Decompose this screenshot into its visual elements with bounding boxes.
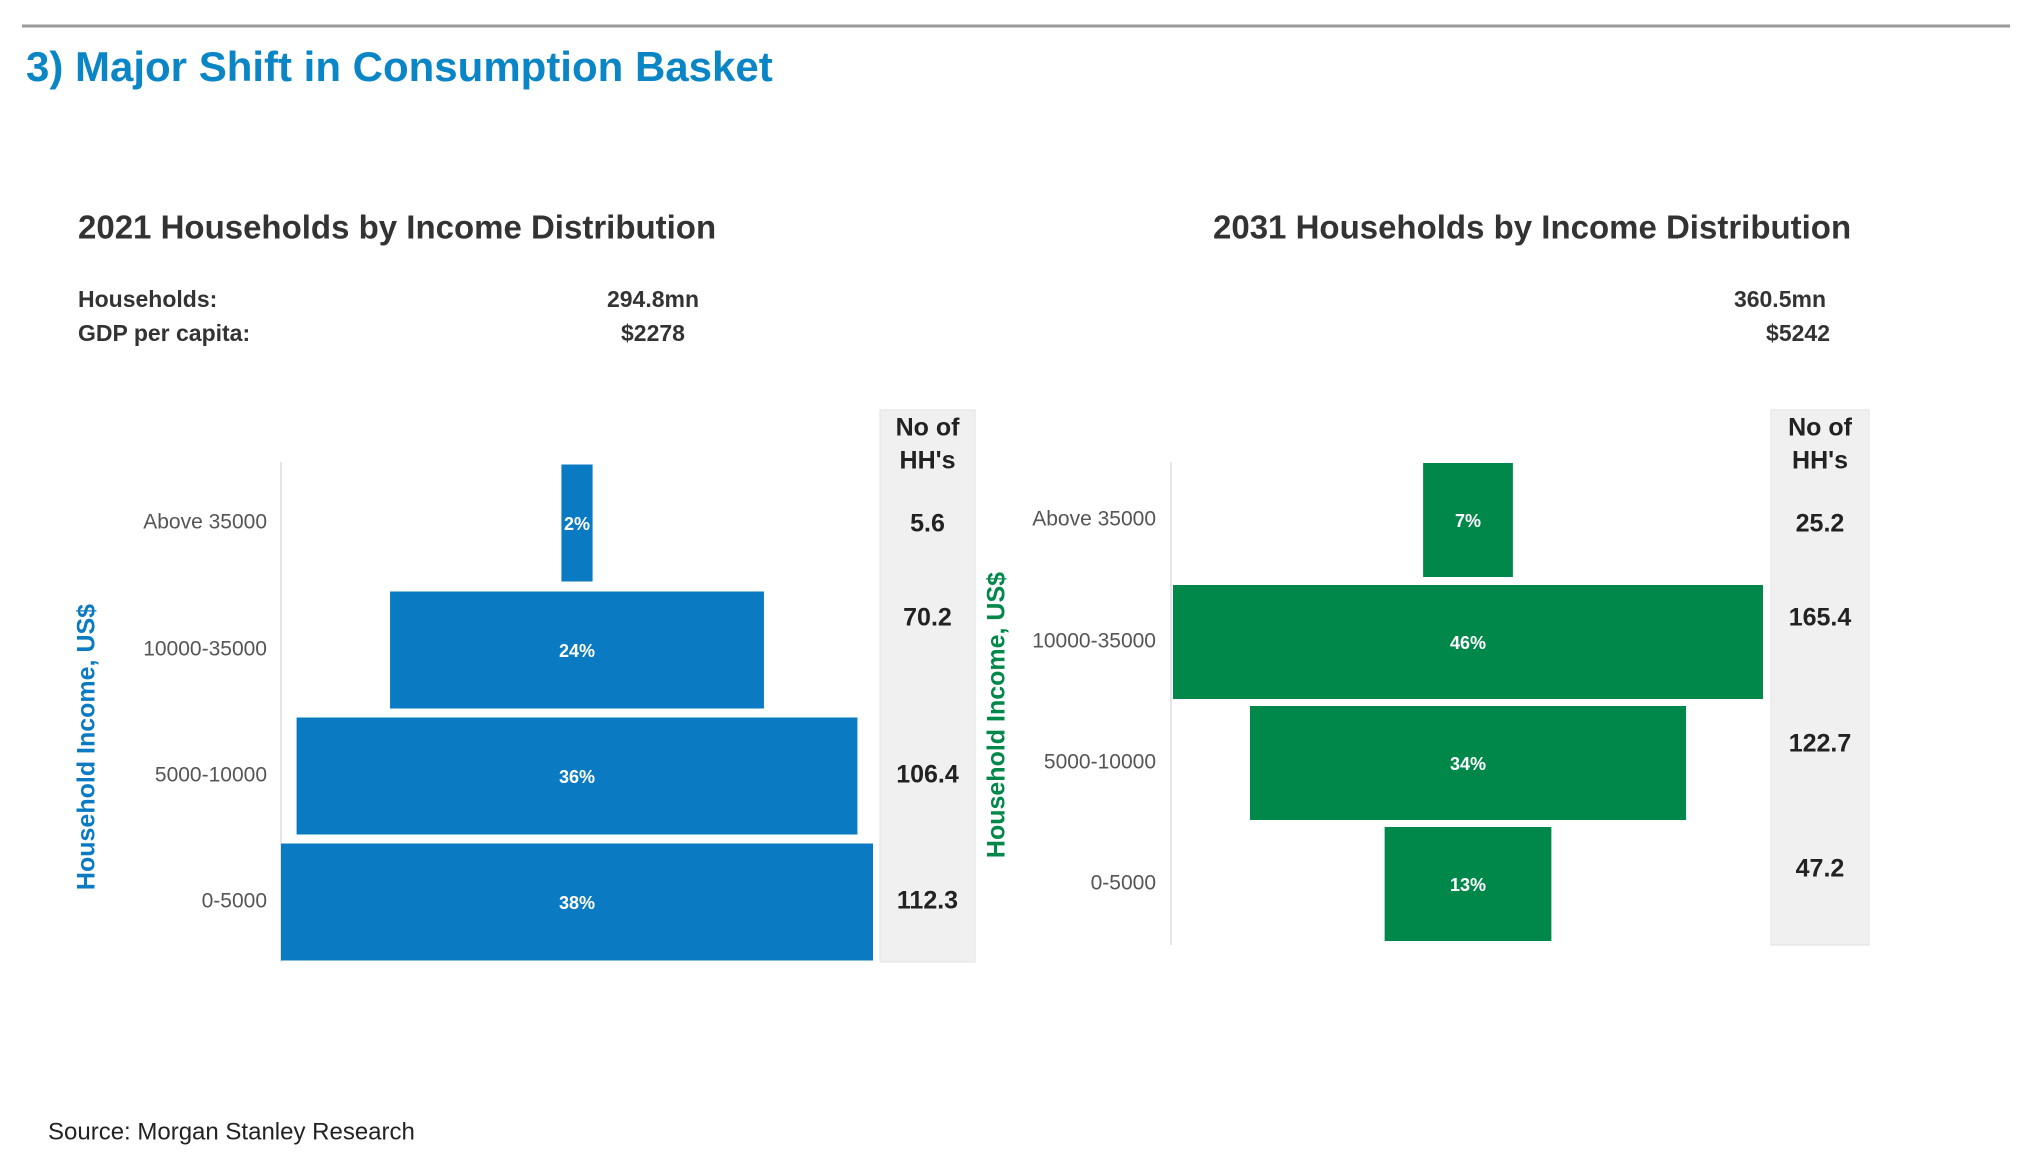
category-label: 0-5000 [1091,872,1156,895]
funnel-bar [296,717,858,835]
y-axis-label: Household Income, US$ [73,604,101,890]
value-label: 34% [1450,754,1486,774]
y-axis-label: Household Income, US$ [983,572,1011,858]
category-label: Above 35000 [143,511,267,534]
meta-label: Households: [78,286,217,312]
chart-title: 2031 Households by Income Distribution [1213,209,1851,246]
value-label: 7% [1455,511,1481,531]
funnel-bar [1423,463,1513,577]
category-label: 10000-35000 [1032,630,1156,653]
hh-column [879,409,976,963]
gdp-value: $5242 [1766,320,1830,346]
value-label: 46% [1450,633,1486,653]
funnel-bar [1249,706,1687,820]
category-label: 5000-10000 [1044,751,1156,774]
households-value: 360.5mn [1734,286,1826,312]
funnel-bar [561,464,593,582]
hh-value: 70.2 [903,604,952,632]
category-label: 0-5000 [202,890,267,913]
hh-column [1770,409,1870,946]
value-label: 13% [1450,875,1486,895]
hh-value: 5.6 [910,510,945,538]
funnel-bar [390,591,764,709]
category-label: Above 35000 [1032,508,1156,531]
page-title: 3) Major Shift in Consumption Basket [26,43,773,90]
hh-value: 122.7 [1789,730,1852,758]
hh-header: HH's [900,447,956,475]
hh-value: 47.2 [1796,855,1845,883]
funnel-bar [1173,585,1763,699]
hh-header: No of [1788,414,1853,442]
value-label: 36% [559,767,595,787]
hh-value: 25.2 [1796,510,1845,538]
value-label: 2% [564,514,590,534]
meta-label: GDP per capita: [78,320,250,346]
households-value: 294.8mn [607,286,699,312]
hh-header: No of [896,414,961,442]
hh-value: 112.3 [897,887,958,915]
hh-value: 106.4 [896,761,959,789]
hh-value: 165.4 [1789,604,1852,632]
category-label: 10000-35000 [143,638,267,661]
source: Source: Morgan Stanley Research [48,1118,415,1145]
gdp-value: $2278 [621,320,685,346]
chart-title: 2021 Households by Income Distribution [78,209,716,246]
value-label: 24% [559,641,595,661]
value-label: 38% [559,893,595,913]
funnel-bar [281,843,873,961]
funnel-bar [1384,827,1552,941]
category-label: 5000-10000 [155,764,267,787]
hh-header: HH's [1792,447,1848,475]
